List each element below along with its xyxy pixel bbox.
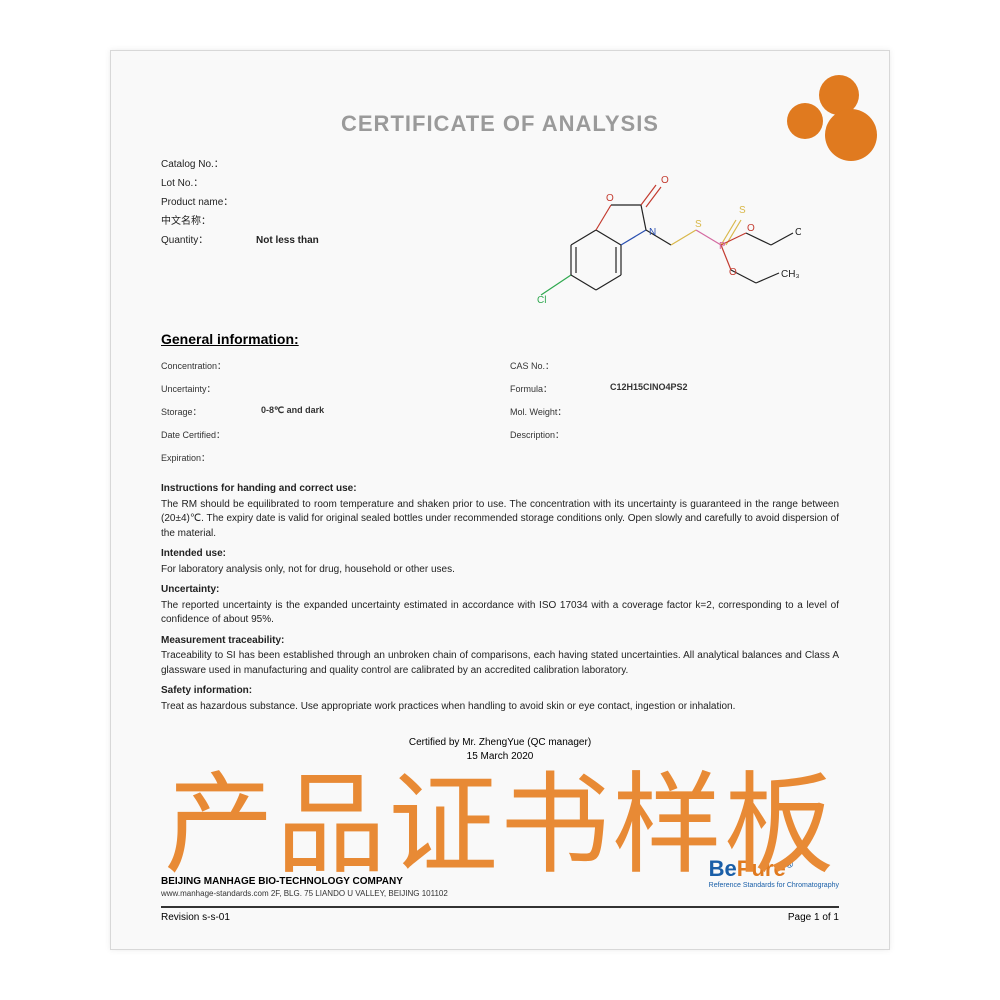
footer-revision: Revision s-s-01 <box>161 912 230 923</box>
certificate-page: CERTIFICATE OF ANALYSIS Catalog No.：Lot … <box>110 50 890 950</box>
header-field-label: Catalog No.： <box>161 155 256 174</box>
para-traceability: Traceability to SI has been established … <box>161 649 839 678</box>
info-label: Concentration： <box>161 359 261 372</box>
info-cell: Date Certified： <box>161 428 490 441</box>
body-text: Instructions for handing and correct use… <box>161 482 839 714</box>
info-label: Description： <box>510 428 610 441</box>
info-label: Expiration： <box>161 451 261 464</box>
heading-instructions: Instructions for handing and correct use… <box>161 482 839 497</box>
heading-intended-use: Intended use: <box>161 547 839 562</box>
footer-company: BEIJING MANHAGE BIO-TECHNOLOGY COMPANY <box>161 876 839 887</box>
svg-text:S: S <box>739 205 746 216</box>
info-cell: Formula：C12H15ClNO4PS2 <box>510 382 839 395</box>
header-field-label: Lot No.： <box>161 174 256 193</box>
info-label: Formula： <box>510 382 610 395</box>
svg-text:CH₃: CH₃ <box>781 269 800 280</box>
info-grid: Concentration： CAS No.： Uncertainty： Formul… <box>161 359 839 464</box>
info-label: Uncertainty： <box>161 382 261 395</box>
info-cell: Description： <box>510 428 839 441</box>
header-field-label: Product name： <box>161 193 256 212</box>
info-value: 0-8℃ and dark <box>261 405 324 418</box>
svg-text:Cl: Cl <box>537 295 546 306</box>
info-label: Storage： <box>161 405 261 418</box>
info-cell: Uncertainty： <box>161 382 490 395</box>
svg-text:O: O <box>747 223 755 234</box>
brand-dots-logo <box>779 69 869 149</box>
info-cell: Mol. Weight： <box>510 405 839 418</box>
certified-by: Certified by Mr. ZhengYue (QC manager) <box>161 736 839 750</box>
svg-text:S: S <box>695 219 702 230</box>
logo-dot-icon <box>825 109 877 161</box>
certified-date: 15 March 2020 <box>161 750 839 764</box>
header-field-row: Quantity：Not less than <box>161 231 501 250</box>
svg-text:P: P <box>719 241 726 252</box>
certified-block: Certified by Mr. ZhengYue (QC manager) 1… <box>161 736 839 764</box>
svg-text:N: N <box>649 227 656 238</box>
section-general-info: General information: <box>161 331 839 347</box>
info-value: C12H15ClNO4PS2 <box>610 382 688 395</box>
para-intended-use: For laboratory analysis only, not for dr… <box>161 563 839 578</box>
header-fields: Catalog No.：Lot No.：Product name：中文名称：Qu… <box>161 155 501 315</box>
info-label: Mol. Weight： <box>510 405 610 418</box>
header-field-row: Lot No.： <box>161 174 501 193</box>
info-label: Date Certified： <box>161 428 261 441</box>
info-label: CAS No.： <box>510 359 610 372</box>
header-field-row: Product name： <box>161 193 501 212</box>
header-field-row: 中文名称： <box>161 212 501 231</box>
info-cell: Expiration： <box>161 451 490 464</box>
header-block: Catalog No.：Lot No.：Product name：中文名称：Qu… <box>161 155 839 315</box>
para-instructions: The RM should be equilibrated to room te… <box>161 498 839 542</box>
header-field-value: Not less than <box>256 231 319 250</box>
info-cell: Concentration： <box>161 359 490 372</box>
document-title: CERTIFICATE OF ANALYSIS <box>161 111 839 137</box>
para-uncertainty: The reported uncertainty is the expanded… <box>161 599 839 628</box>
header-field-label: 中文名称： <box>161 212 256 231</box>
info-cell: Storage：0-8℃ and dark <box>161 405 490 418</box>
header-field-label: Quantity： <box>161 231 256 250</box>
heading-safety: Safety information: <box>161 684 839 699</box>
heading-traceability: Measurement traceability: <box>161 634 839 649</box>
svg-text:O: O <box>606 193 614 204</box>
footer-address: www.manhage-standards.com 2F, BLG. 75 LI… <box>161 889 839 898</box>
svg-text:O: O <box>729 267 737 278</box>
header-field-row: Catalog No.： <box>161 155 501 174</box>
logo-dot-icon <box>787 103 823 139</box>
molecule-structure: Cl O O N S S P O O CH₃ CH₃ <box>501 155 839 315</box>
svg-text:CH₃: CH₃ <box>795 227 801 238</box>
para-safety: Treat as hazardous substance. Use approp… <box>161 700 839 715</box>
heading-uncertainty: Uncertainty: <box>161 583 839 598</box>
info-cell: CAS No.： <box>510 359 839 372</box>
svg-text:O: O <box>661 175 669 186</box>
footer-page: Page 1 of 1 <box>788 912 839 923</box>
footer: BEIJING MANHAGE BIO-TECHNOLOGY COMPANY w… <box>161 876 839 923</box>
